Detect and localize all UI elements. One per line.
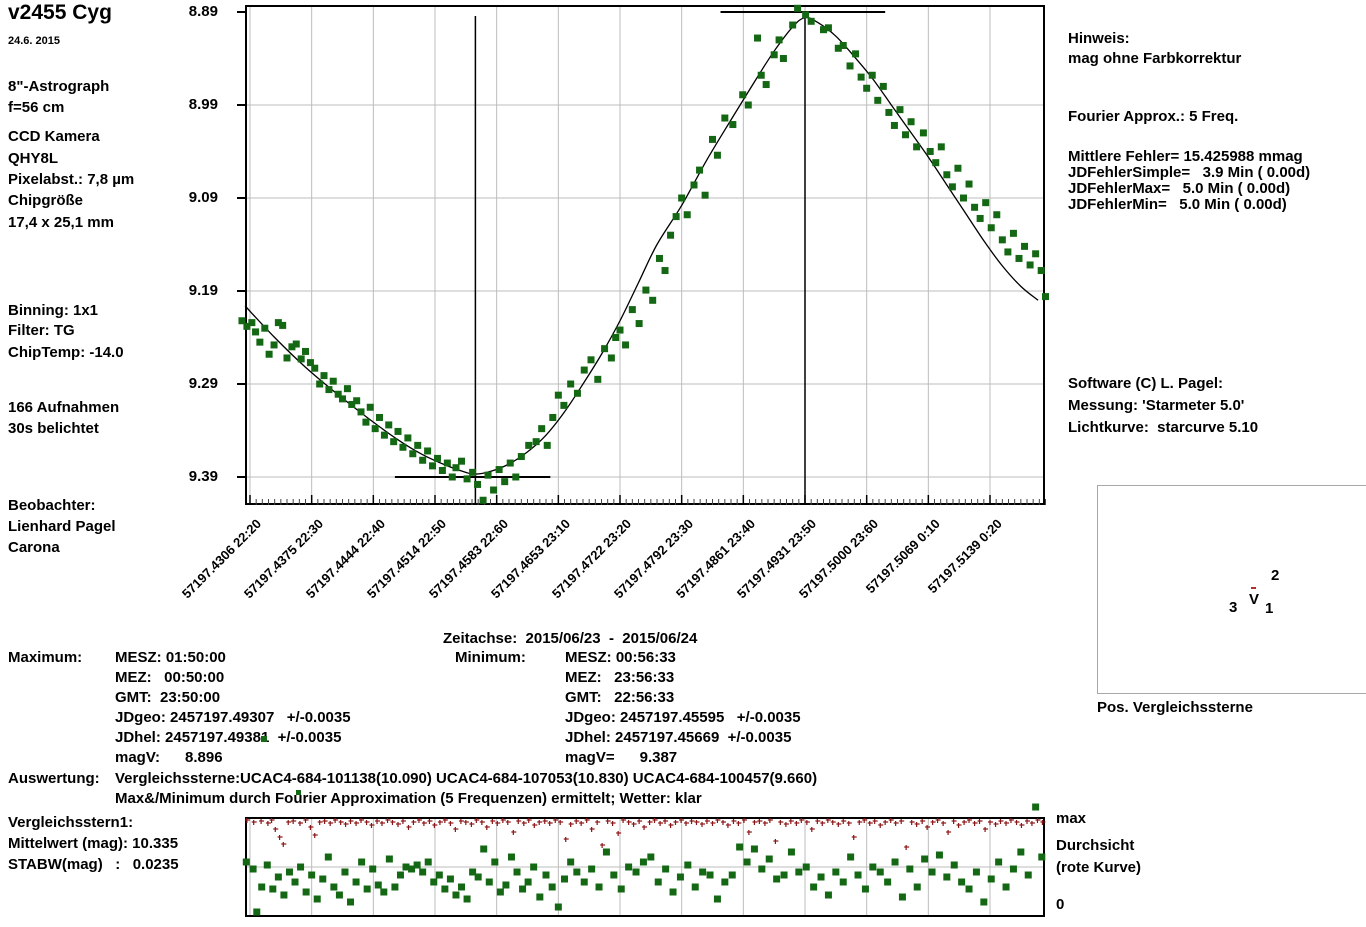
- maximum-line: GMT: 23:50:00: [115, 689, 221, 706]
- hinweis-line: Hinweis:: [1068, 30, 1130, 47]
- auswertung-line: Vergleichssterne:UCAC4-684-101138(10.090…: [115, 770, 818, 787]
- y-tick-label: 9.09: [188, 189, 218, 206]
- fourier-line: Fourier Approx.: 5 Freq.: [1068, 108, 1239, 125]
- comparison-star-1: 1: [1265, 600, 1274, 617]
- stray-point: [261, 736, 267, 742]
- software-line: Messung: 'Starmeter 5.0': [1068, 397, 1245, 414]
- camera-line: Chipgröße: [8, 192, 83, 209]
- zeitachse-line: Zeitachse: 2015/06/23 - 2015/06/24: [443, 630, 698, 647]
- minimum-line: JDhel: 2457197.45669 +/-0.0035: [565, 729, 792, 746]
- pos-box-label: Pos. Vergleichssterne: [1097, 699, 1253, 716]
- variable-star-marker: [1251, 587, 1256, 589]
- hinweis-line: mag ohne Farbkorrektur: [1068, 50, 1242, 67]
- observer-line: Lienhard Pagel: [8, 518, 116, 535]
- strip-side-label: (rote Kurve): [1056, 859, 1142, 876]
- error-line: JDFehlerSimple= 3.9 Min ( 0.00d): [1068, 164, 1311, 181]
- strip-side-label: Durchsicht: [1056, 837, 1135, 854]
- minimum-label: Minimum:: [455, 649, 526, 666]
- exposure-line: 30s belichtet: [8, 420, 99, 437]
- minimum-line: MESZ: 00:56:33: [565, 649, 676, 666]
- auswertung-label: Auswertung:: [8, 770, 100, 787]
- maximum-line: JDhel: 2457197.49381 +/-0.0035: [115, 729, 342, 746]
- camera-line: Pixelabst.: 7,8 µm: [8, 171, 135, 188]
- y-tick-label: 9.29: [188, 375, 218, 392]
- software-line: Lichtkurve: starcurve 5.10: [1068, 419, 1259, 436]
- equipment-line: 8"-Astrograph: [8, 78, 110, 95]
- variable-star-v: V: [1249, 591, 1260, 608]
- auswertung-line: Max&/Minimum durch Fourier Approximation…: [115, 790, 702, 807]
- maximum-line: JDgeo: 2457197.49307 +/-0.0035: [115, 709, 351, 726]
- error-line: Mittlere Fehler= 15.425988 mmag: [1068, 148, 1303, 165]
- maximum-line: MEZ: 00:50:00: [115, 669, 225, 686]
- settings-line: Binning: 1x1: [8, 302, 99, 319]
- software-line: Software (C) L. Pagel:: [1068, 375, 1224, 392]
- strip-zero-label: 0: [1056, 896, 1065, 913]
- maximum-line: magV: 8.896: [115, 749, 223, 766]
- comparison-star-2: 2: [1271, 567, 1280, 584]
- equipment-line: f=56 cm: [8, 99, 65, 116]
- minimum-line: JDgeo: 2457197.45595 +/-0.0035: [565, 709, 801, 726]
- page-title: v2455 Cyg: [8, 1, 112, 24]
- maximum-label: Maximum:: [8, 649, 83, 666]
- settings-line: Filter: TG: [8, 322, 75, 339]
- camera-line: QHY8L: [8, 150, 59, 167]
- observer-line: Carona: [8, 539, 60, 556]
- vergleichsstern-line: Mittelwert (mag): 10.335: [8, 835, 179, 852]
- vergleichsstern-line: STABW(mag) : 0.0235: [8, 856, 179, 873]
- maximum-line: MESZ: 01:50:00: [115, 649, 226, 666]
- camera-line: 17,4 x 25,1 mm: [8, 214, 114, 231]
- minimum-line: GMT: 22:56:33: [565, 689, 675, 706]
- y-tick-label: 9.19: [188, 282, 218, 299]
- observer-line: Beobachter:: [8, 497, 96, 514]
- settings-line: ChipTemp: -14.0: [8, 344, 124, 361]
- y-tick-label: 9.39: [188, 468, 218, 485]
- comparison-star-map: 2 3 V 1: [1097, 485, 1366, 694]
- strip-max-label: max: [1056, 810, 1087, 827]
- stray-point: [296, 790, 301, 795]
- report-date: 24.6. 2015: [8, 35, 60, 47]
- exposure-line: 166 Aufnahmen: [8, 399, 120, 416]
- y-tick-label: 8.99: [188, 96, 218, 113]
- y-tick-label: 8.89: [188, 3, 218, 20]
- camera-line: CCD Kamera: [8, 128, 100, 145]
- error-line: JDFehlerMax= 5.0 Min ( 0.00d): [1068, 180, 1291, 197]
- error-line: JDFehlerMin= 5.0 Min ( 0.00d): [1068, 196, 1287, 213]
- minimum-line: MEZ: 23:56:33: [565, 669, 675, 686]
- vergleichsstern-line: Vergleichsstern1:: [8, 814, 134, 831]
- comparison-star-3: 3: [1229, 599, 1238, 616]
- minimum-line: magV= 9.387: [565, 749, 678, 766]
